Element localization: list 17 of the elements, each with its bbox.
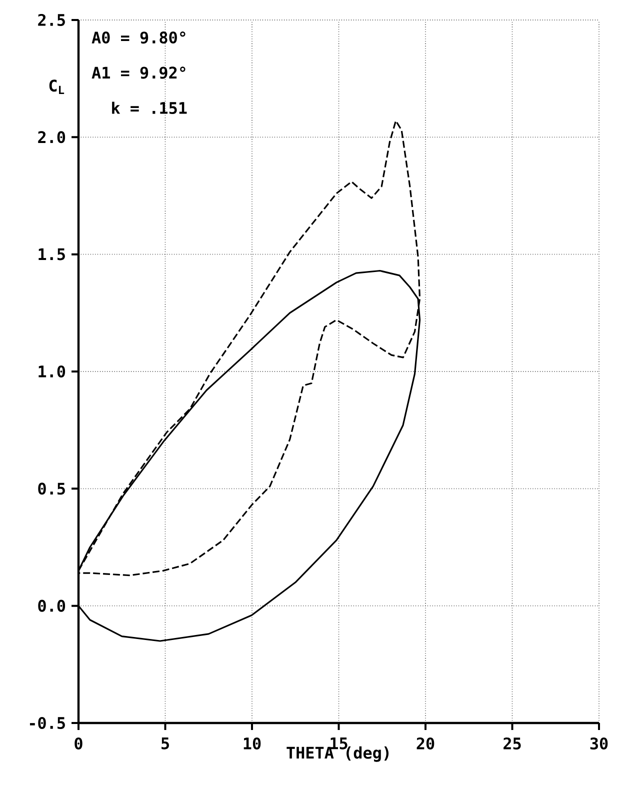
y-axis-title: C$_{L}$ [49, 80, 64, 94]
annotation: A1 = 9.92° [92, 66, 186, 79]
y-tick-label: 1.5 [38, 248, 65, 260]
y-tick-label: 2.5 [38, 14, 65, 26]
x-tick-label: 30 [590, 737, 608, 750]
y-tick-label: 1.0 [38, 365, 66, 378]
annotation: k = .151 [112, 102, 187, 114]
x-tick-label: 25 [504, 737, 521, 750]
y-tick-label: 0.5 [38, 482, 65, 495]
annotation: A0 = 9.80° [92, 32, 186, 44]
x-tick-label: 5 [162, 737, 169, 750]
x-tick-label: 20 [416, 737, 434, 750]
x-tick-label: 10 [244, 737, 261, 750]
y-tick-label: 2.0 [38, 131, 66, 144]
y-tick-label: 0.0 [38, 600, 66, 612]
x-tick-label: 0 [74, 737, 82, 750]
y-tick-label: -0.5 [30, 716, 65, 730]
